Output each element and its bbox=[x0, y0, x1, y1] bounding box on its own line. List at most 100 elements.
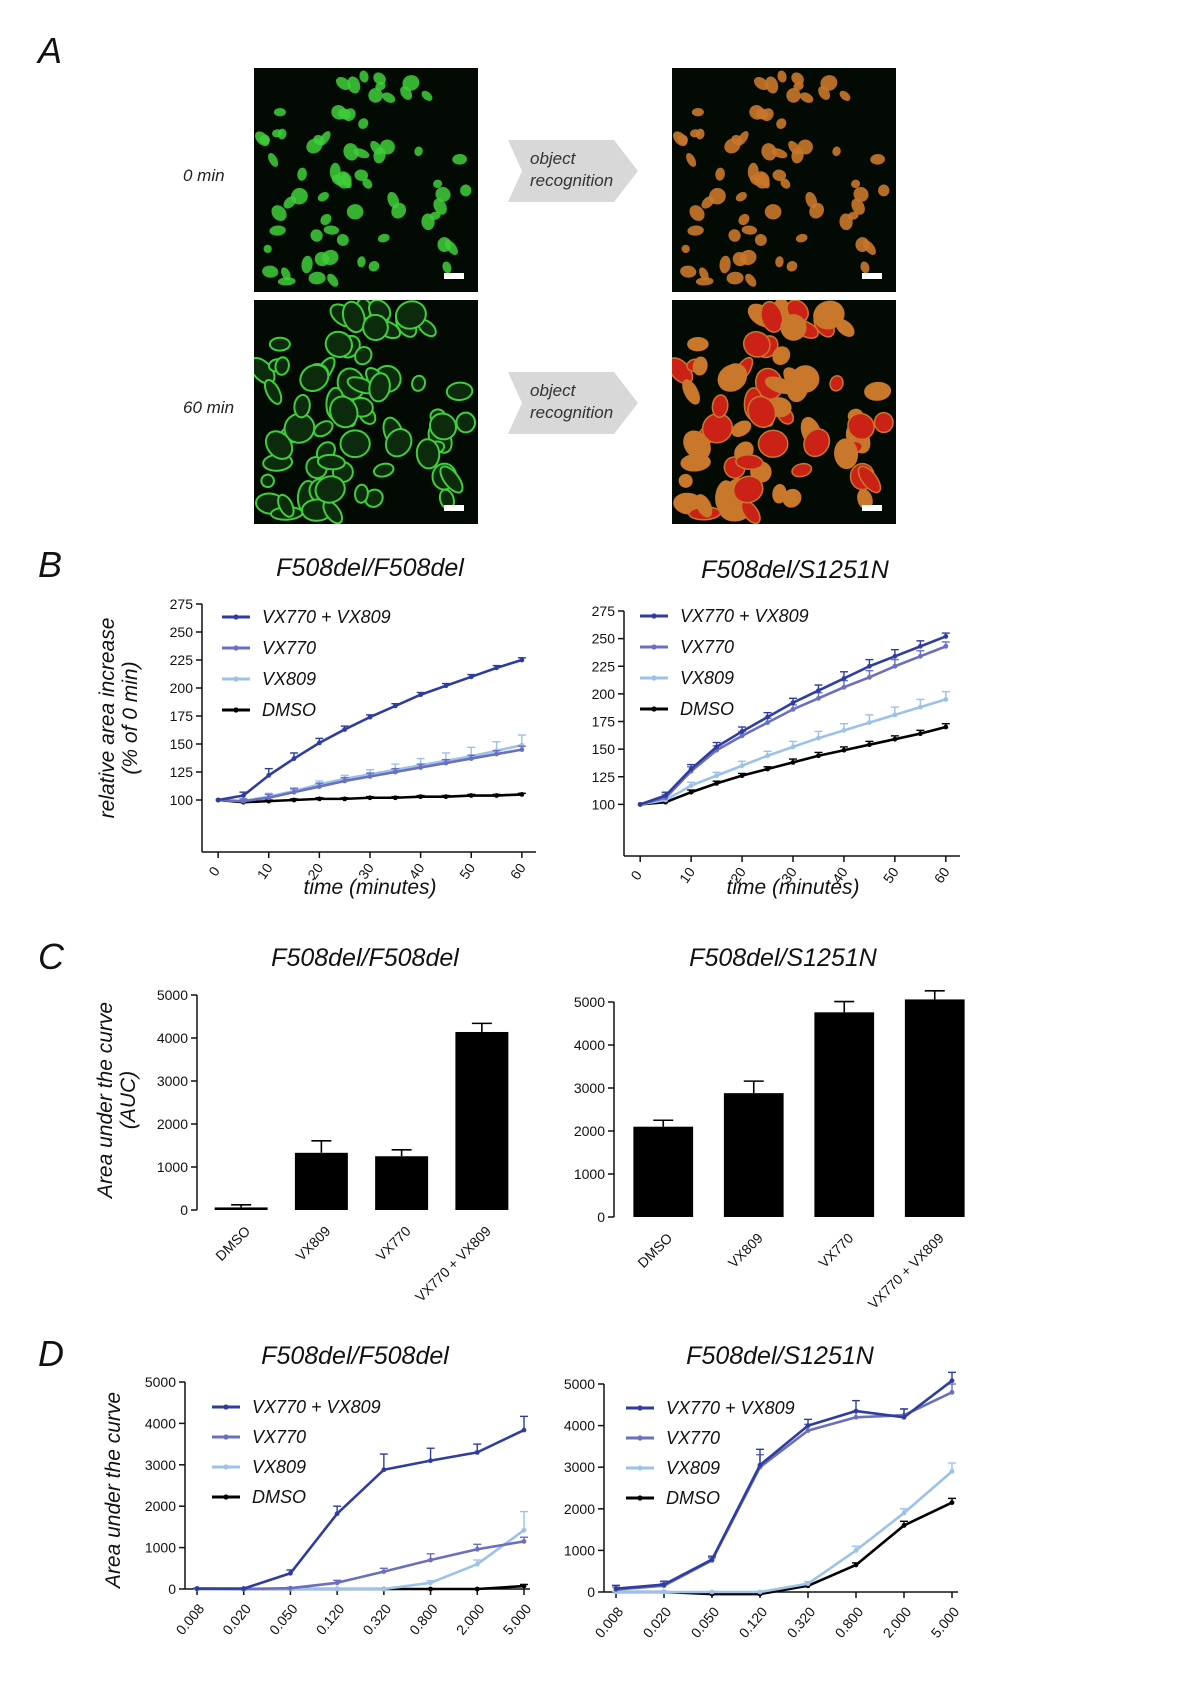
organoid-blob bbox=[695, 494, 713, 518]
legend-label-dmso: DMSO bbox=[666, 1488, 720, 1508]
y-tick-label: 200 bbox=[592, 686, 616, 702]
organoid-blob bbox=[717, 364, 748, 392]
organoid-blob bbox=[741, 225, 758, 235]
organoid-blob bbox=[455, 411, 477, 434]
data-point-vx809 bbox=[709, 1589, 715, 1595]
organoid-blob bbox=[742, 331, 771, 358]
organoid-blob bbox=[274, 356, 290, 376]
data-point-vx770-vx809 bbox=[316, 740, 322, 746]
organoid-blob bbox=[260, 473, 275, 489]
y-tick-label: 1000 bbox=[574, 1166, 605, 1182]
organoid-blob bbox=[277, 493, 295, 518]
organoid-blob bbox=[680, 265, 697, 278]
x-tick-label: 0.050 bbox=[688, 1603, 723, 1640]
data-point-dmso bbox=[739, 773, 745, 779]
organoid-blob bbox=[851, 198, 865, 215]
x-tick-label: 0 bbox=[205, 863, 223, 879]
chart-title: F508del/F508del bbox=[276, 554, 465, 582]
data-point-dmso bbox=[943, 724, 949, 730]
legend-label-vx770-vx809: VX770 + VX809 bbox=[680, 606, 809, 626]
organoid-blob bbox=[324, 330, 353, 358]
chart-title: F508del/F508del bbox=[261, 1342, 450, 1370]
chart-b-f508del-f508del: F508del/F508del 100 125 150 175 200 225 250 275 0… bbox=[96, 554, 536, 899]
organoid-blob bbox=[421, 213, 435, 231]
micrograph-60min-fluorescence bbox=[254, 300, 478, 524]
y-tick-label: 150 bbox=[170, 736, 194, 752]
organoid-blob bbox=[709, 187, 726, 205]
legend-marker-dmso bbox=[651, 706, 657, 712]
organoid-blob bbox=[682, 379, 700, 405]
data-point-vx770 bbox=[853, 1414, 859, 1420]
x-tick-label: 0.008 bbox=[173, 1600, 208, 1637]
y-axis-title: relative area increase(% of 0 min) bbox=[96, 618, 142, 819]
data-point-vx770-vx809 bbox=[790, 700, 796, 706]
x-tick-label: 10 bbox=[254, 860, 276, 882]
organoid-blob bbox=[692, 356, 708, 376]
organoid-blob bbox=[277, 128, 287, 140]
data-point-vx770 bbox=[367, 774, 373, 779]
organoid-blob bbox=[719, 255, 731, 274]
organoid-blob bbox=[343, 143, 359, 161]
organoid-blob bbox=[391, 202, 407, 219]
data-point-vx809 bbox=[943, 697, 949, 702]
y-tick-label: 250 bbox=[592, 631, 616, 647]
y-tick-label: 0 bbox=[597, 1209, 605, 1225]
y-tick-label: 3000 bbox=[564, 1459, 595, 1475]
organoid-blob bbox=[357, 256, 366, 268]
organoid-blob bbox=[791, 462, 813, 478]
data-point-vx770 bbox=[521, 1538, 527, 1544]
organoid-blob bbox=[444, 239, 458, 255]
legend-marker-vx770-vx809 bbox=[651, 613, 657, 619]
organoid-blob bbox=[297, 167, 307, 181]
data-point-vx809 bbox=[867, 720, 872, 726]
series-line-vx770-vx809 bbox=[615, 1379, 953, 1590]
x-tick-label-vx809: VX809 bbox=[725, 1230, 766, 1271]
data-point-vx770 bbox=[316, 784, 322, 789]
organoid-blob bbox=[263, 244, 272, 253]
data-point-vx770-vx809 bbox=[949, 1378, 955, 1384]
organoid-blob bbox=[354, 483, 369, 504]
legend-marker-vx809 bbox=[223, 1464, 229, 1470]
organoid-blob bbox=[772, 169, 787, 181]
legend-label-vx809: VX809 bbox=[262, 669, 316, 689]
y-tick-label: 5000 bbox=[157, 987, 188, 1003]
data-point-vx770-vx809 bbox=[663, 793, 669, 798]
organoid-blob bbox=[346, 204, 364, 220]
y-axis-title: Area under the curve(AUC) bbox=[94, 1002, 140, 1200]
arrow-label: object recognition bbox=[530, 149, 614, 190]
data-point-vx770-vx809 bbox=[381, 1467, 387, 1473]
data-point-dmso bbox=[291, 797, 297, 803]
legend-label-vx770: VX770 bbox=[666, 1428, 720, 1448]
organoid-blob bbox=[760, 301, 784, 333]
organoid-blob bbox=[687, 225, 704, 236]
chart-title: F508del/S1251N bbox=[701, 556, 890, 584]
legend-label-vx770: VX770 bbox=[680, 637, 734, 657]
organoid-blob bbox=[415, 438, 441, 470]
data-point-vx770-vx809 bbox=[474, 1449, 480, 1455]
x-tick-label: 0.020 bbox=[219, 1600, 254, 1637]
data-point-dmso bbox=[688, 789, 694, 795]
data-point-dmso bbox=[428, 1586, 433, 1592]
organoid-blob bbox=[687, 337, 709, 352]
y-tick-label: 125 bbox=[592, 769, 616, 785]
data-point-dmso bbox=[519, 792, 525, 797]
panel-letter-b: B bbox=[38, 544, 63, 585]
organoid-blob bbox=[373, 72, 386, 85]
y-axis-title-line: Area under the curve bbox=[94, 1002, 117, 1200]
organoid-blob bbox=[780, 314, 807, 341]
organoid-blob bbox=[263, 378, 283, 405]
y-axis-title-line: (% of 0 min) bbox=[119, 661, 142, 774]
data-point-vx770-vx809 bbox=[468, 674, 474, 680]
y-tick-label: 5000 bbox=[145, 1374, 176, 1390]
data-point-vx770 bbox=[790, 706, 796, 712]
organoid-blob bbox=[738, 213, 750, 226]
organoid-blob bbox=[377, 233, 390, 243]
data-point-vx770 bbox=[474, 1546, 480, 1552]
organoid-blob bbox=[271, 205, 287, 221]
organoid-blob bbox=[726, 271, 744, 285]
organoid-blob bbox=[433, 179, 443, 189]
x-tick-label-vx770: VX770 bbox=[373, 1223, 414, 1264]
data-point-vx770-vx809 bbox=[392, 703, 398, 709]
bar-vx809 bbox=[723, 1093, 784, 1217]
y-tick-label: 2000 bbox=[574, 1123, 605, 1139]
